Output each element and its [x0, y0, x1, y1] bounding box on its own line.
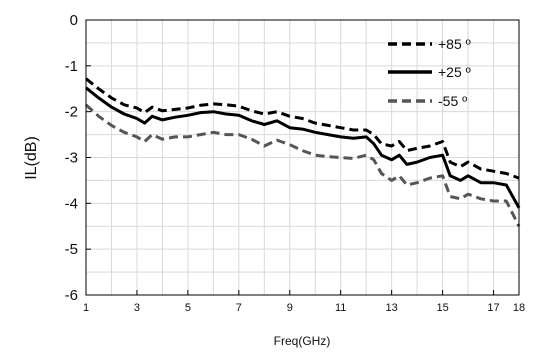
legend-label: -55 º — [438, 93, 467, 109]
y-tick-label: -2 — [65, 104, 78, 121]
x-tick-label: 9 — [287, 302, 293, 314]
x-tick-label: 17 — [487, 302, 499, 314]
series-line-1 — [85, 77, 520, 180]
y-tick-label: -3 — [65, 150, 78, 167]
series-line-2 — [85, 86, 521, 209]
x-tick-label: 15 — [436, 302, 448, 314]
series-line-3 — [84, 103, 521, 227]
y-tick-label: -1 — [65, 58, 78, 75]
grid — [85, 19, 520, 296]
x-tick-label: 7 — [236, 302, 242, 314]
x-tick-label: 11 — [335, 302, 346, 314]
y-tick-label: -6 — [65, 287, 78, 304]
x-tick-label: 18 — [513, 302, 525, 314]
y-axis-title: IL(dB) — [23, 136, 40, 180]
legend: +85 º +25 º -55 º — [388, 36, 471, 109]
axis-ticks: 1 3 5 7 9 11 13 15 17 180-1-2-3-4-5-6 — [65, 12, 525, 314]
series-layer — [84, 77, 521, 227]
x-tick-label: 1 — [83, 302, 89, 314]
y-tick-label: -4 — [65, 195, 78, 212]
legend-label: +25 º — [438, 64, 471, 80]
y-tick-label: -5 — [65, 241, 78, 258]
legend-label: +85 º — [438, 36, 471, 52]
x-tick-label: 5 — [185, 302, 191, 314]
y-tick-label: 0 — [70, 12, 78, 29]
x-tick-label: 3 — [134, 302, 140, 314]
x-tick-label: 13 — [386, 302, 398, 314]
x-axis-title: Freq(GHz) — [274, 334, 331, 348]
